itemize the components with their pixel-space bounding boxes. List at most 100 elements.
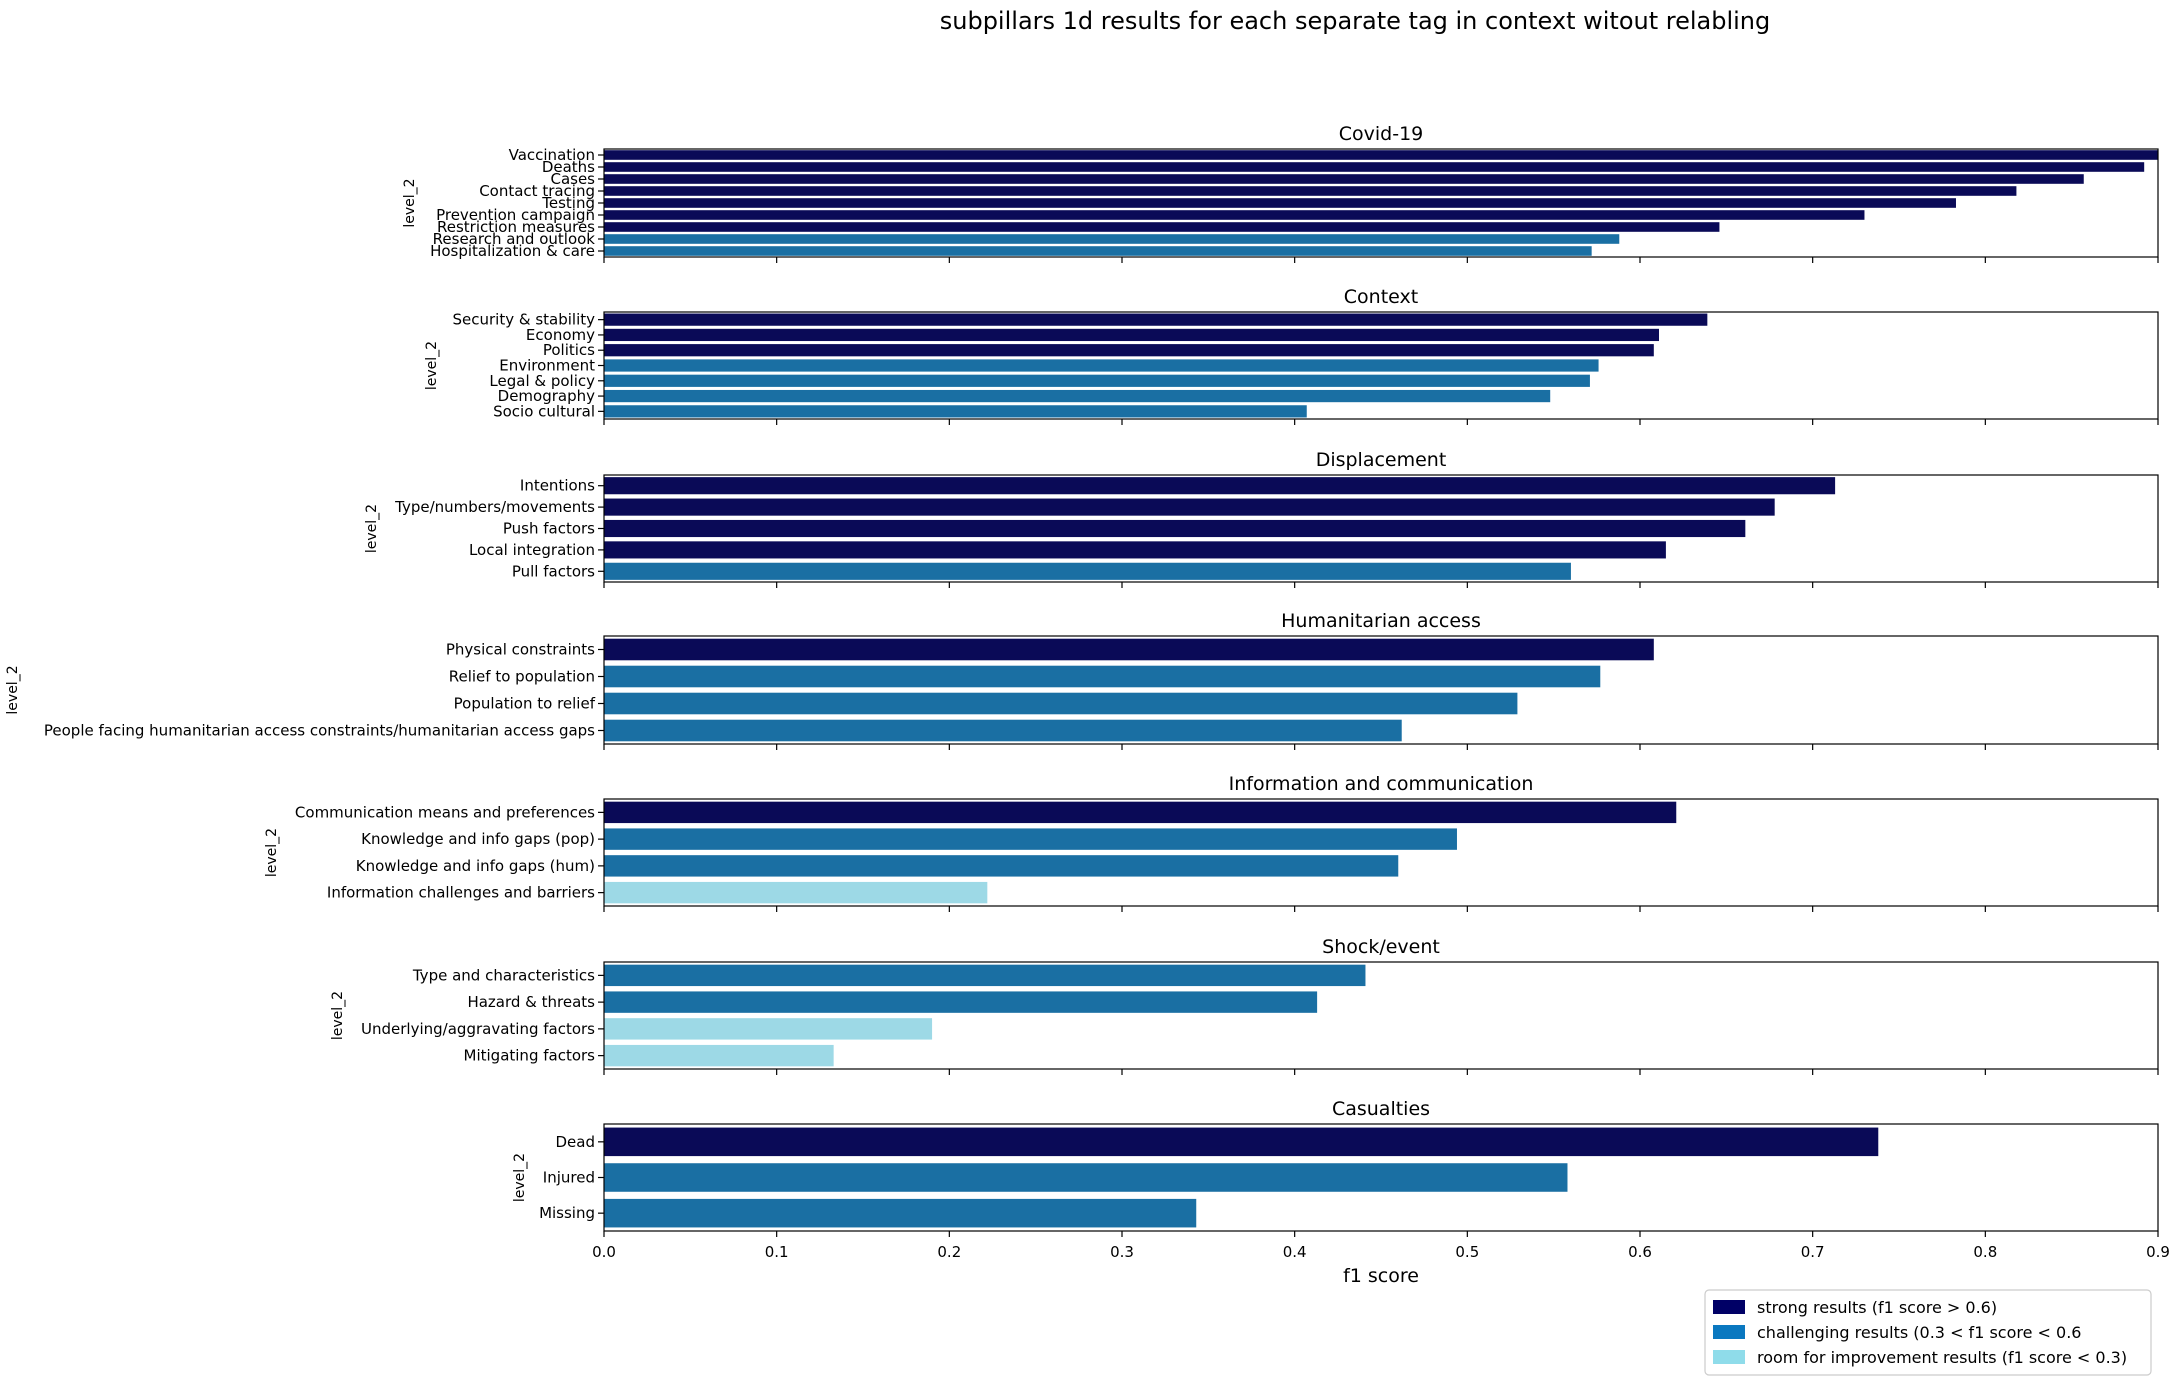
category-label: Deaths: [542, 158, 595, 176]
panel-title: Covid-19: [1339, 123, 1424, 145]
panel-title: Context: [1344, 286, 1418, 308]
panel-frame: [603, 1123, 2159, 1232]
bar: [604, 562, 1571, 580]
bar: [604, 405, 1307, 418]
legend-label: strong results (f1 score > 0.6): [1757, 1298, 1997, 1317]
category-label: Physical constraints: [446, 641, 595, 659]
category-label: Type and characteristics: [412, 966, 595, 984]
bar: [604, 359, 1599, 372]
category-label: Information challenges and barriers: [327, 884, 595, 902]
panel-frame: [603, 311, 2159, 420]
chart-title: subpillars 1d results for each separate …: [940, 7, 1771, 35]
panel-frame: [603, 961, 2159, 1070]
category-label: Communication means and preferences: [295, 803, 595, 821]
bar: [604, 222, 1720, 232]
bar: [604, 828, 1457, 850]
bar: [604, 162, 2145, 172]
bar: [604, 801, 1677, 824]
x-tick-label: 0.0: [592, 1243, 616, 1261]
bar: [604, 665, 1601, 688]
panel-1: Context Security & stabilityEconomyPoliti…: [424, 286, 2159, 425]
x-tick-label: 0.4: [1283, 1243, 1307, 1261]
category-label: Injured: [543, 1169, 595, 1187]
category-label: Knowledge and info gaps (hum): [356, 857, 595, 875]
category-label: Hospitalization & care: [430, 242, 595, 260]
x-axis-label: f1 score: [1343, 1265, 1419, 1287]
category-label: Intentions: [520, 477, 595, 495]
bar: [604, 210, 1865, 220]
x-tick-label: 0.9: [2146, 1243, 2170, 1261]
category-label: Legal & policy: [489, 372, 595, 390]
panel-frame: [603, 474, 2159, 583]
bar: [604, 964, 1366, 987]
bar: [604, 638, 1654, 661]
x-tick-label: 0.6: [1628, 1243, 1652, 1261]
panel-6: Casualties Dead Injured Missing level_2: [512, 1098, 2159, 1237]
bar: [604, 692, 1518, 715]
bar: [604, 328, 1659, 342]
x-tick-label: 0.1: [765, 1243, 789, 1261]
bar: [604, 389, 1551, 403]
category-label: Security & stability: [453, 311, 596, 329]
bar: [604, 246, 1592, 256]
legend-swatch: [1713, 1325, 1745, 1339]
category-label: Research and outlook: [433, 230, 596, 248]
category-label: Demography: [498, 387, 595, 405]
bar: [604, 519, 1746, 538]
legend-label: challenging results (0.3 < f1 score < 0.…: [1757, 1323, 2081, 1342]
y-axis-label: level_2: [402, 178, 418, 227]
category-label: Pull factors: [512, 562, 595, 580]
panel-frame: [603, 148, 2159, 258]
y-axis-label: level_2: [424, 341, 440, 390]
x-tick-label: 0.7: [1801, 1243, 1825, 1261]
bar: [604, 1044, 834, 1067]
panel-3: Humanitarian access Physical constraints R…: [5, 610, 2159, 750]
panel-5: Shock/event Type and characteristics Hazar…: [330, 936, 2159, 1075]
category-label: Environment: [499, 357, 595, 375]
y-axis-label: level_2: [264, 828, 280, 877]
category-label: Mitigating factors: [464, 1047, 596, 1065]
bar: [604, 498, 1775, 516]
legend-swatch: [1713, 1300, 1745, 1314]
category-label: Population to relief: [454, 695, 596, 713]
category-label: Politics: [543, 341, 595, 359]
panel-title: Humanitarian access: [1281, 610, 1481, 632]
category-label: Type/numbers/movements: [394, 498, 595, 516]
panel-title: Information and communication: [1229, 773, 1534, 795]
bar: [604, 1198, 1197, 1228]
panel-title: Shock/event: [1322, 936, 1440, 958]
category-label: Cases: [550, 170, 595, 188]
category-label: Testing: [541, 194, 595, 212]
category-label: Push factors: [503, 520, 595, 538]
x-tick-label: 0.2: [937, 1243, 961, 1261]
bar: [604, 1163, 1568, 1192]
bar: [604, 198, 1956, 208]
category-label: Missing: [539, 1204, 595, 1222]
x-tick-label: 0.3: [1110, 1243, 1134, 1261]
bar: [604, 881, 988, 904]
category-label: Local integration: [469, 541, 595, 559]
y-axis-label: level_2: [330, 991, 346, 1040]
panel-title: Casualties: [1332, 1098, 1430, 1120]
category-label: People facing humanitarian access constr…: [44, 722, 595, 740]
category-label: Restriction measures: [437, 218, 595, 236]
x-tick-label: 0.5: [1455, 1243, 1479, 1261]
panel-frame: [603, 635, 2159, 745]
bar: [604, 313, 1708, 326]
panel-frame: [603, 798, 2159, 907]
bar: [604, 719, 1402, 742]
category-label: Dead: [556, 1133, 596, 1151]
category-label: Underlying/aggravating factors: [361, 1020, 595, 1038]
panel-title: Displacement: [1316, 449, 1447, 471]
panel-2: Displacement Intentions Type/numbers/movem…: [364, 449, 2159, 588]
y-axis-label: level_2: [364, 504, 380, 553]
bar: [604, 855, 1399, 877]
category-label: Economy: [526, 326, 595, 344]
x-tick-label: 0.8: [1973, 1243, 1997, 1261]
legend-label: room for improvement results (f1 score <…: [1757, 1348, 2127, 1367]
panel-4: Information and communication Communicati…: [264, 773, 2159, 912]
category-label: Prevention campaign: [436, 206, 595, 224]
x-axis: 0.0 0.1 0.2 0.3 0.4 0.5 0.6 0.7 0.8 0.9 f1 score: [592, 1243, 2170, 1287]
